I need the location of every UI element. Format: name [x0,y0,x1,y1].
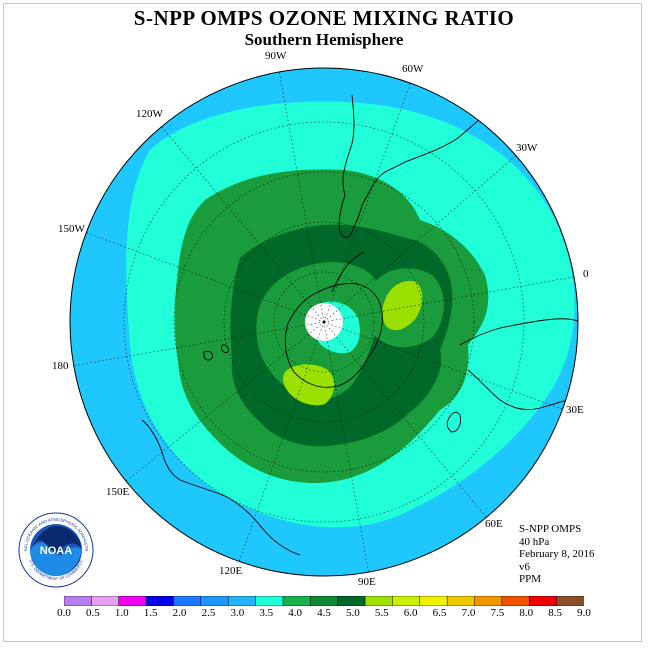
lon-label: 60E [485,518,503,530]
colorbar-tick-label: 6.5 [432,607,447,619]
lon-label: 150E [106,486,130,498]
colorbar-swatch [446,596,476,606]
info-level: 40 hPa [519,535,550,548]
colorbar-swatch [392,596,421,606]
colorbar-swatch [173,596,202,606]
colorbar-swatch [227,596,257,606]
coast-antarctic-peninsula [331,251,365,293]
coast-madagascar [446,411,461,433]
lon-label: 90W [265,50,287,62]
info-instrument: S-NPP OMPS [519,523,582,535]
lon-label: 150W [58,223,85,235]
colorbar-swatch [255,596,284,606]
colorbar-swatch [419,596,448,606]
info-version: v6 [519,560,530,573]
colorbar-swatch [118,596,147,606]
colorbar-tick-label: 7.0 [461,607,476,619]
colorbar-swatch [364,596,393,606]
colorbar-swatch [282,596,311,606]
info-date: February 8, 2016 [519,548,595,561]
colorbar-swatch [337,596,366,606]
map-boundary [69,67,579,577]
lon-label: 120W [136,108,163,120]
coast-southern-africa [467,369,576,411]
colorbar-tick-label: 2.5 [201,607,216,619]
colorbar-tick-label: 3.0 [230,607,245,619]
colorbar-tick-label: 2.0 [172,607,187,619]
lon-label: 120E [219,565,243,577]
colorbar-tick-label: 5.0 [346,607,360,619]
lon-label: 30E [566,404,584,416]
map-title: S-NPP OMPS OZONE MIXING RATIO [133,6,515,30]
colorbar-tick-label: 7.5 [490,607,505,619]
map-subtitle: Southern Hemisphere [244,30,404,49]
colorbar-swatch [91,596,120,606]
colorbar-tick-label: 6.0 [403,607,418,619]
coast-antarctica [284,283,383,388]
colorbar-tick-label: 1.5 [143,607,158,619]
noaa-logo-icon: NOAA NATIONAL OCEANIC AND ATMOSPHERIC AD… [18,512,94,588]
contour-5.0-south [282,364,335,406]
info-block: S-NPP OMPS 40 hPa February 8, 2016 v6 PP… [519,523,594,586]
info-units: PPM [519,573,542,586]
colorbar-tick-label: 4.5 [317,607,331,619]
contour-5.0-east [382,280,423,331]
colorbar-tick-label: 9.0 [577,607,591,619]
lon-label: 90E [358,576,376,588]
colorbar-tick-label: 0.0 [57,607,71,619]
lon-label: 180 [52,360,69,372]
colorbar-swatch [145,596,175,606]
figure-border [3,3,642,642]
colorbar-tick-label: 8.5 [548,607,562,619]
colorbar-tick-label: 1.0 [114,607,129,619]
colorbar-tick-label: 5.5 [374,607,389,619]
colorbar [64,596,584,606]
colorbar-tick-label: 4.0 [288,607,302,619]
colorbar-tick-label: 0.5 [86,607,100,619]
lon-label: 60W [402,63,424,75]
coast-africa [459,318,578,346]
colorbar-swatch [310,596,339,606]
logo-text: NOAA [40,545,72,557]
colorbar-swatch [474,596,503,606]
colorbar-tick-label: 8.0 [519,607,534,619]
coast-nz [203,344,229,361]
colorbar-swatch [200,596,229,606]
lon-label: 30W [516,142,538,154]
colorbar-swatch [64,596,92,606]
colorbar-swatch [501,596,530,606]
coast-south-america [338,94,521,238]
lon-label: 0 [583,268,589,280]
colorbar-swatch [556,596,584,606]
coast-australia [141,419,301,556]
colorbar-swatch [529,596,558,606]
colorbar-tick-label: 3.5 [259,607,274,619]
